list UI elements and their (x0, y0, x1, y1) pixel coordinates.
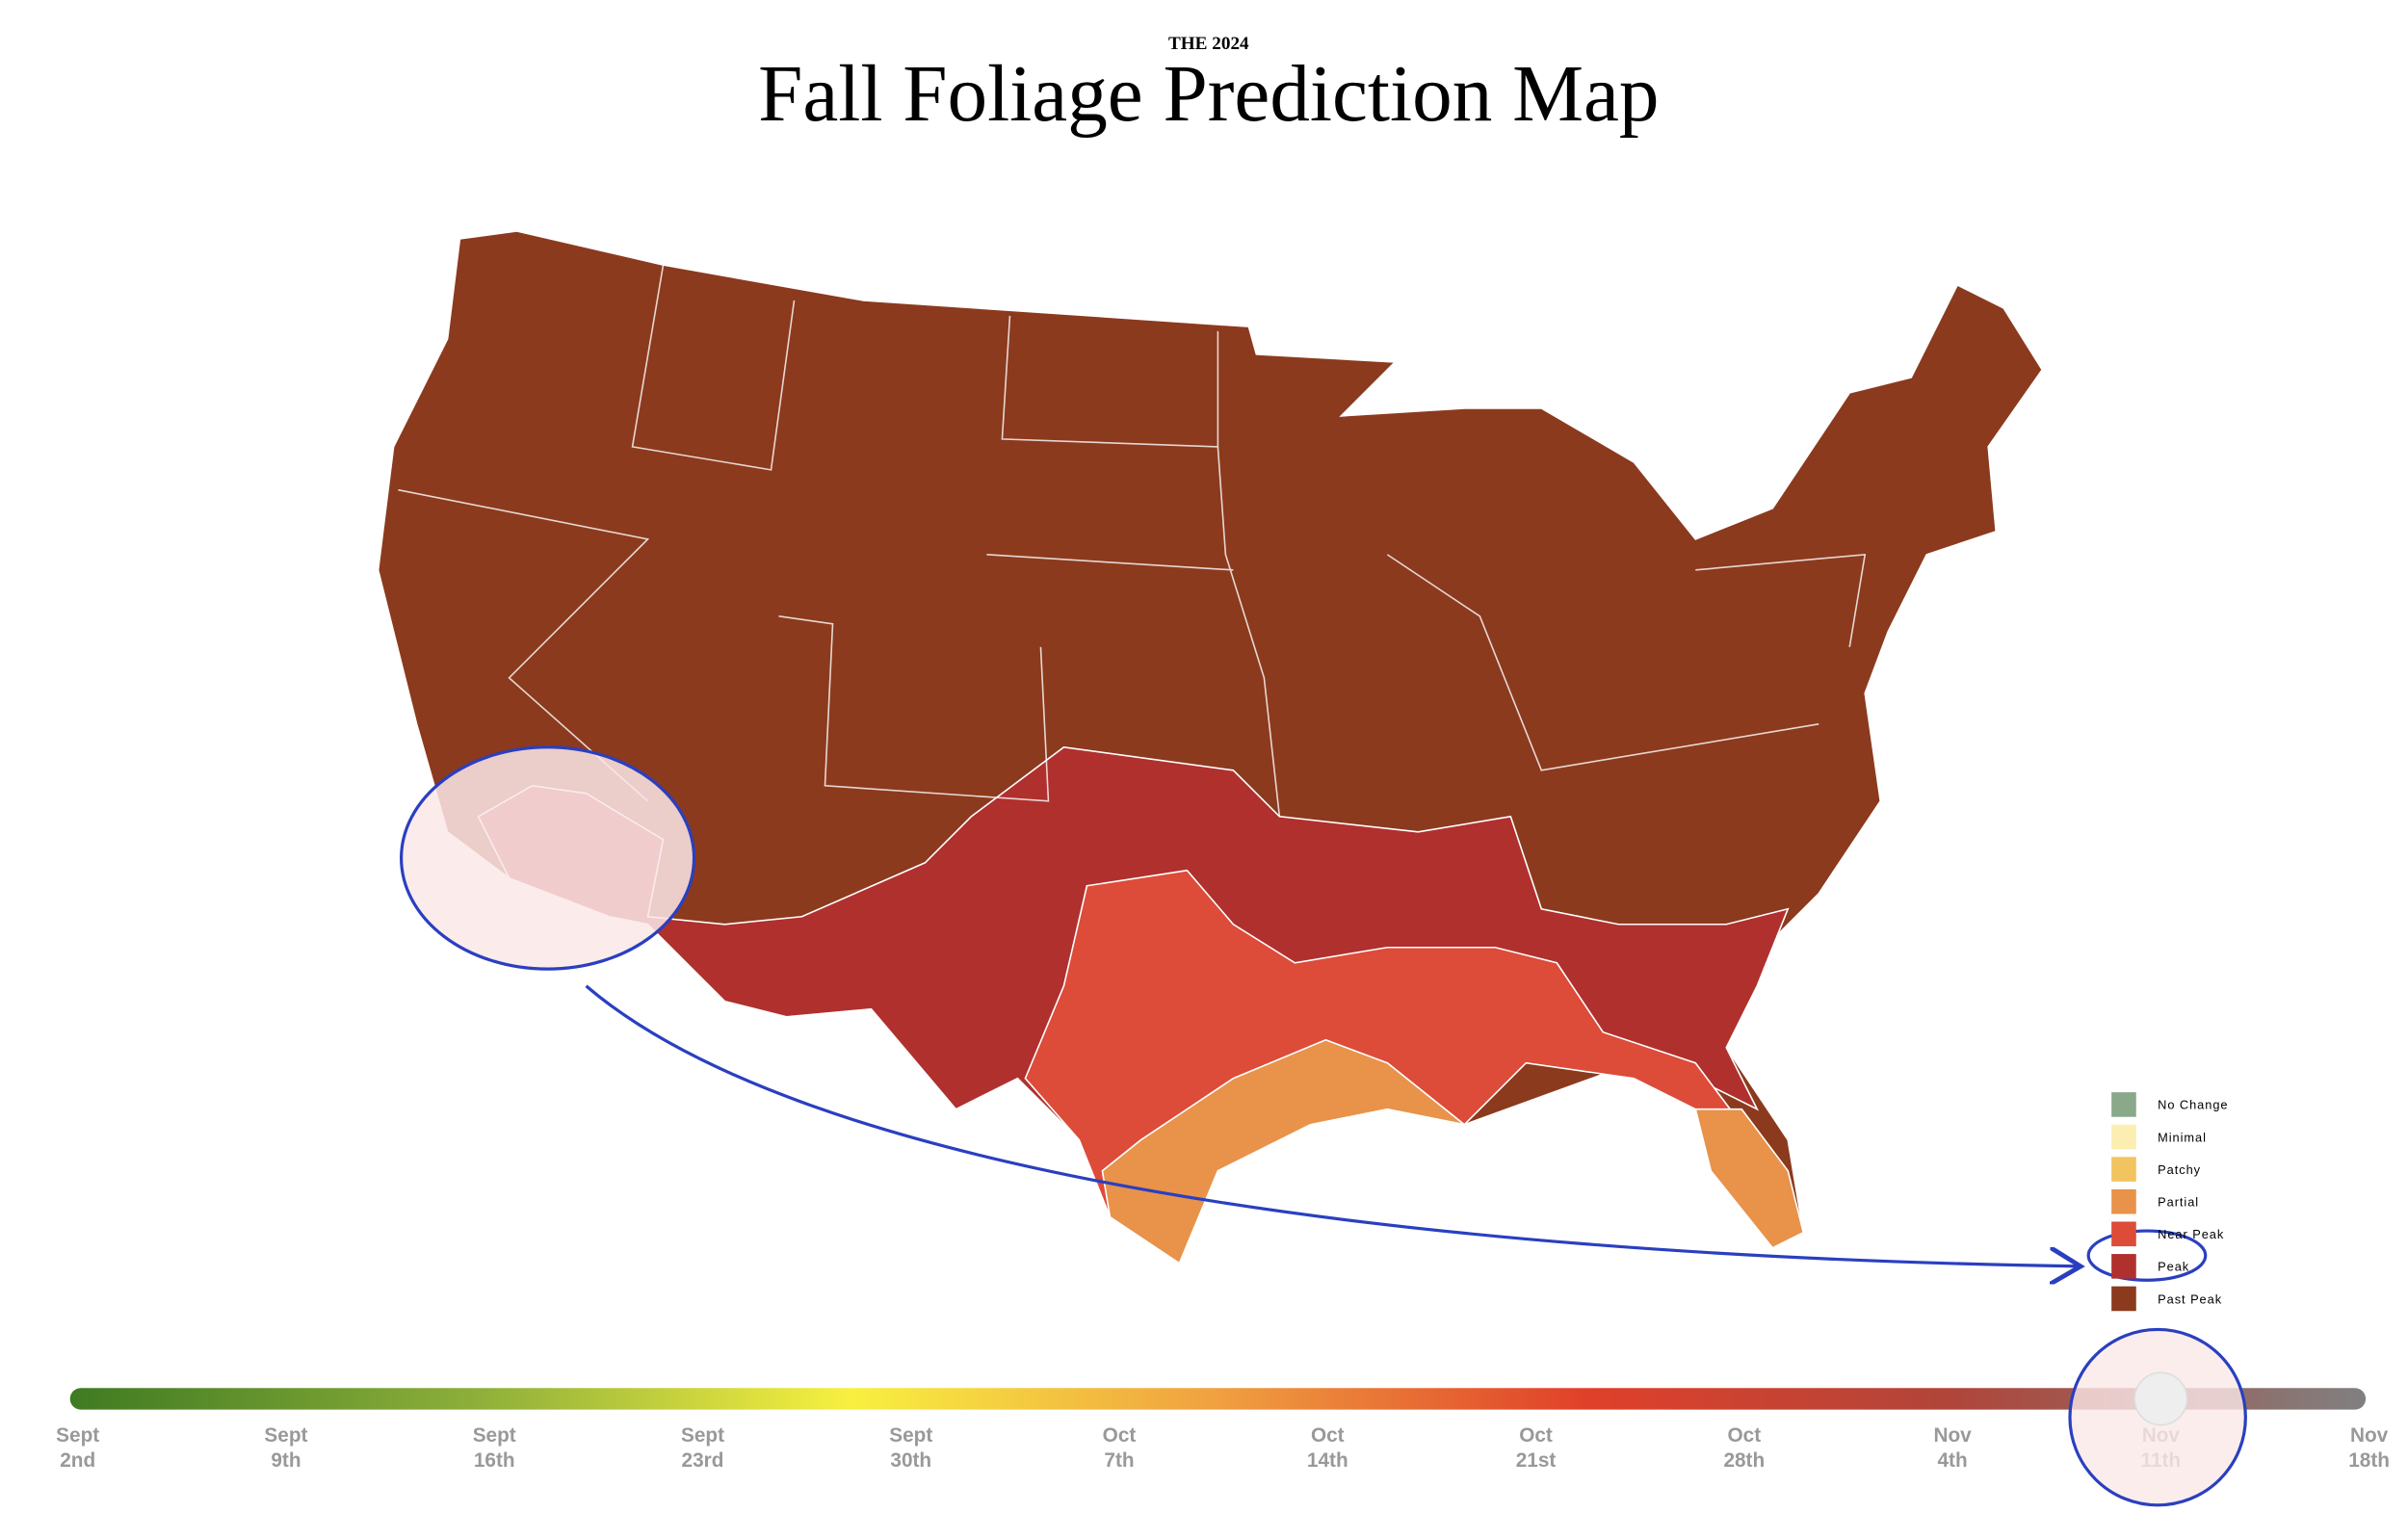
legend-label: Minimal (2158, 1130, 2207, 1144)
timeline-day[interactable]: 23rd (682, 1449, 724, 1472)
legend-label: Peak (2158, 1260, 2189, 1274)
legend: No Change Minimal Patchy Partial Near Peak Pe… (2111, 1092, 2228, 1312)
timeline-month[interactable]: Sept (473, 1424, 516, 1447)
legend-swatch (2111, 1286, 2136, 1312)
legend-swatch (2111, 1157, 2136, 1182)
map-region (1694, 1108, 1805, 1249)
timeline-day[interactable]: 18th (2348, 1449, 2390, 1472)
timeline-day[interactable]: 7th (1104, 1449, 1134, 1472)
timeline-track[interactable] (69, 1388, 2367, 1410)
timeline-month[interactable]: Nov (2350, 1424, 2389, 1447)
timeline-day[interactable]: 9th (271, 1449, 301, 1472)
map-region (1101, 1038, 1465, 1265)
legend-swatch (2111, 1124, 2136, 1150)
legend-swatch (2111, 1254, 2136, 1279)
timeline-day[interactable]: 30th (890, 1449, 931, 1472)
timeline-month[interactable]: Sept (264, 1424, 307, 1447)
timeline-day[interactable]: 21st (1516, 1449, 1557, 1472)
timeline-day[interactable]: 16th (474, 1449, 515, 1472)
timeline-month[interactable]: Sept (889, 1424, 932, 1447)
timeline-month[interactable]: Oct (1311, 1424, 1345, 1447)
annotation (400, 745, 2208, 1280)
timeline-month[interactable]: Sept (56, 1424, 99, 1447)
timeline-day[interactable]: 14th (1307, 1449, 1348, 1472)
legend-swatch (2111, 1188, 2136, 1214)
timeline-labels: Sept2ndSept9thSept16thSept23rdSept30thOc… (56, 1424, 2390, 1472)
legend-label: Near Peak (2158, 1227, 2224, 1241)
timeline-month[interactable]: Oct (1519, 1424, 1553, 1447)
title: Fall Foliage Prediction Map (758, 49, 1659, 138)
legend-label: No Change (2158, 1098, 2228, 1112)
supertitle: THE 2024 (1168, 34, 1249, 54)
legend-swatch (2111, 1221, 2136, 1247)
timeline-day[interactable]: 2nd (60, 1449, 95, 1472)
legend-swatch (2111, 1092, 2136, 1117)
timeline-knob[interactable] (2133, 1371, 2188, 1426)
map (377, 230, 2044, 1265)
legend-label: Past Peak (2158, 1291, 2222, 1306)
timeline-day[interactable]: 28th (1723, 1449, 1765, 1472)
legend-label: Patchy (2158, 1162, 2201, 1177)
map-region (1024, 869, 1744, 1265)
timeline-month[interactable]: Sept (681, 1424, 724, 1447)
legend-label: Partial (2158, 1194, 2199, 1209)
timeline-month[interactable]: Nov (1933, 1424, 1972, 1447)
timeline-month[interactable]: Oct (1727, 1424, 1761, 1447)
timeline-day[interactable]: 4th (1937, 1449, 1967, 1472)
timeline-month[interactable]: Oct (1103, 1424, 1137, 1447)
